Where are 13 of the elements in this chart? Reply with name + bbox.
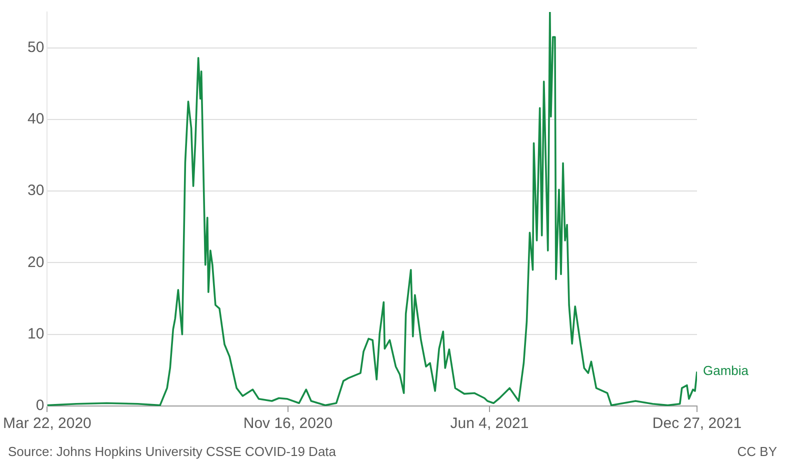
y-tick-label: 0	[36, 397, 44, 414]
y-tick-label: 10	[28, 326, 44, 343]
x-tick-label: Dec 27, 2021	[652, 415, 742, 432]
text: CC BY	[737, 444, 777, 459]
source-note: Source: Johns Hopkins University CSSE COVID-19 Data	[8, 444, 336, 459]
x-tick-label: Jun 4, 2021	[450, 415, 529, 432]
x-tick-label: Nov 16, 2020	[243, 415, 333, 432]
series-label: Gambia	[703, 363, 750, 378]
y-tick-label: 50	[28, 38, 44, 56]
y-tick-label: 40	[28, 110, 44, 128]
x-tick-label: Mar 22, 2020	[3, 415, 92, 432]
y-tick-label: 20	[28, 254, 44, 271]
y-tick-label: 30	[28, 182, 44, 200]
